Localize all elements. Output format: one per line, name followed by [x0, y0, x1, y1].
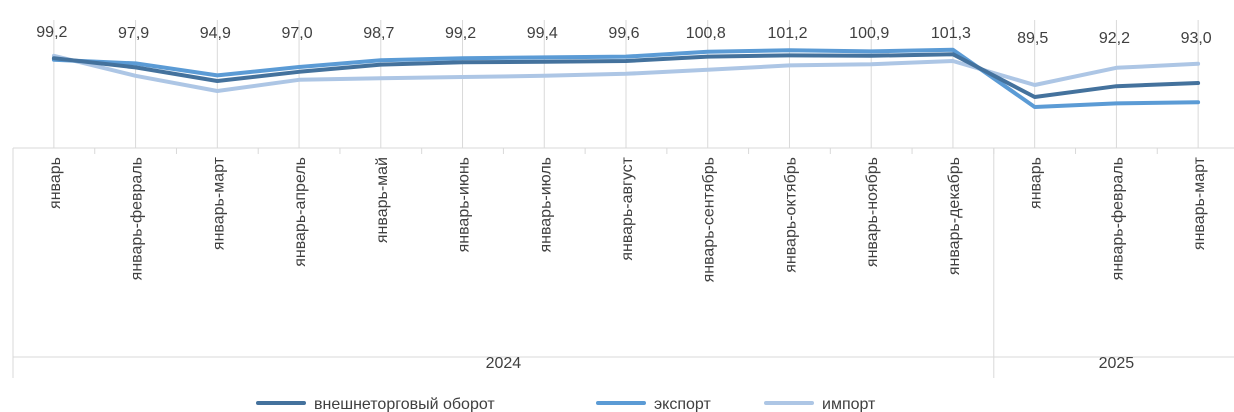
x-tick-label: январь-июнь — [456, 157, 473, 252]
data-label: 101,2 — [767, 25, 807, 42]
series-layer — [51, 47, 1201, 109]
data-label: 92,2 — [1099, 30, 1130, 47]
x-tick-label: январь-октябрь — [782, 157, 799, 273]
x-tick-label: январь-апрель — [292, 157, 309, 267]
data-label: 100,9 — [849, 25, 889, 42]
data-label: 99,2 — [36, 24, 67, 41]
data-label: 94,9 — [200, 25, 231, 42]
data-label: 99,6 — [608, 25, 639, 42]
x-tick-label: январь-февраль — [129, 157, 146, 280]
data-label: 97,9 — [118, 25, 149, 42]
series-line — [51, 53, 1201, 93]
x-tick-label: январь — [1028, 157, 1045, 209]
data-label: 101,3 — [931, 25, 971, 42]
data-label: 98,7 — [363, 25, 394, 42]
data-label-layer: 99,2 97,9 94,9 97,0 98,7 99,2 99,4 99,6 100,8 101… — [36, 24, 1212, 47]
group-label: 2025 — [1099, 355, 1135, 372]
legend-label: внешнеторговый оборот — [314, 396, 495, 412]
group-label: 2024 — [486, 355, 522, 372]
legend-label: импорт — [822, 396, 876, 412]
x-tick-label: январь-март — [1191, 156, 1208, 250]
data-label: 100,8 — [686, 25, 726, 42]
x-tick-label: январь-декабрь — [946, 157, 963, 275]
x-tick-label: январь-февраль — [1109, 157, 1126, 280]
data-label: 97,0 — [281, 25, 312, 42]
data-label: 89,5 — [1017, 30, 1048, 47]
x-tick-label: январь-март — [210, 156, 227, 250]
data-label: 99,2 — [445, 25, 476, 42]
data-label: 99,4 — [527, 25, 558, 42]
x-tick-label: январь-июль — [537, 157, 554, 253]
legend-label: экспорт — [654, 396, 711, 412]
series-line — [51, 47, 1201, 109]
x-tick-label: январь-май — [374, 157, 391, 243]
legend: внешнеторговый оборот экспорт импорт — [256, 396, 876, 412]
series-line — [51, 52, 1201, 99]
data-label: 93,0 — [1181, 30, 1212, 47]
x-tick-label: январь — [47, 157, 64, 209]
x-tick-label: январь-ноябрь — [864, 157, 881, 267]
x-tick-label: январь-сентябрь — [701, 157, 718, 282]
x-tick-label: январь-август — [619, 156, 636, 260]
